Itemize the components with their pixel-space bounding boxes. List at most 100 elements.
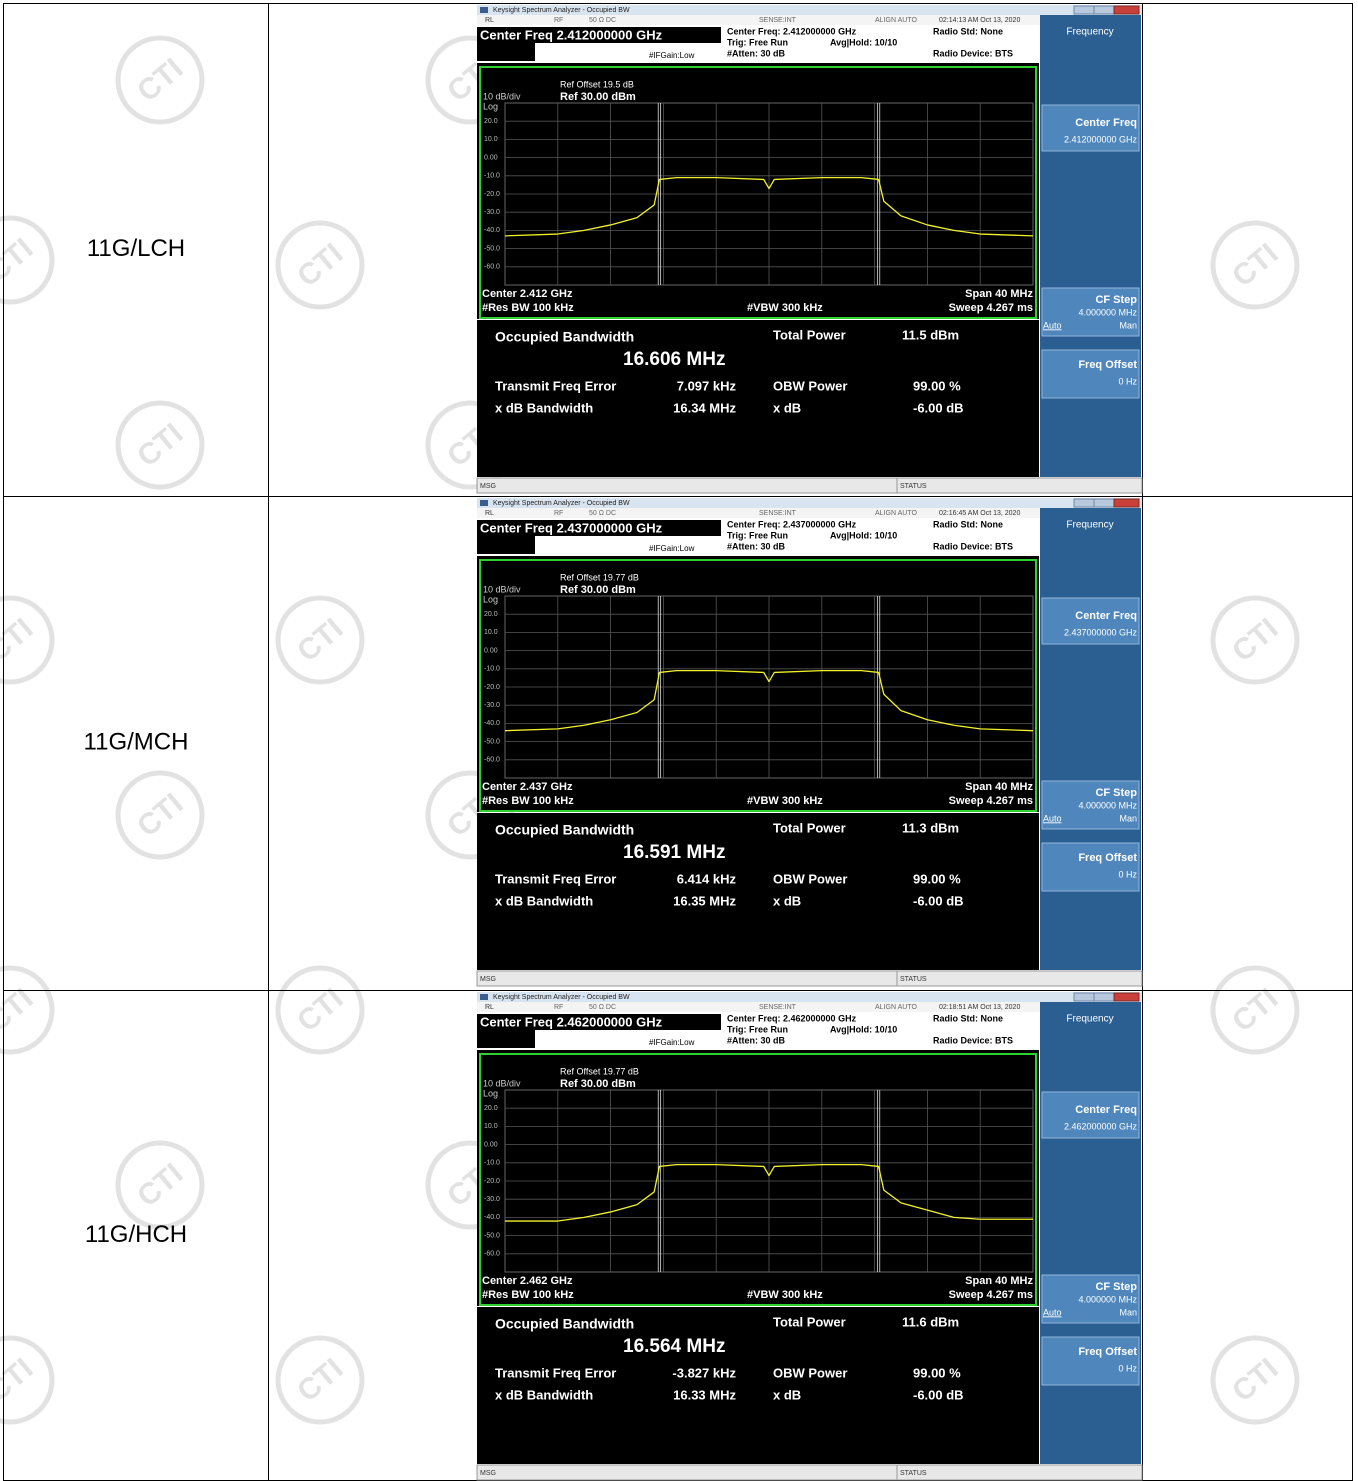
radio-device: Radio Device: BTS xyxy=(933,541,1013,551)
res-bw: #Res BW 100 kHz xyxy=(482,1289,574,1301)
vbw: #VBW 300 kHz xyxy=(747,795,823,807)
scale: 10 dB/div xyxy=(483,1078,521,1088)
log-label: Log xyxy=(483,101,498,111)
sweep: Sweep 4.267 ms xyxy=(949,302,1033,314)
xdb-label: x dB xyxy=(773,893,801,908)
tfe-value: 6.414 kHz xyxy=(677,871,737,886)
softkey[interactable] xyxy=(1042,350,1139,398)
y-tick-label: -30.0 xyxy=(484,1196,500,1203)
banner-tab xyxy=(477,43,535,61)
status-bar xyxy=(477,1465,1142,1480)
msg: MSG xyxy=(480,483,496,490)
softkey-auto: Auto xyxy=(1043,1307,1062,1317)
banner-tab xyxy=(477,536,535,554)
xdb-bw-label: x dB Bandwidth xyxy=(495,1387,593,1402)
softkey-label: CF Step xyxy=(1095,294,1137,306)
log-label: Log xyxy=(483,594,498,604)
impedance: 50 Ω DC xyxy=(589,17,616,24)
center-freq-banner: Center Freq 2.462000000 GHz xyxy=(480,1014,663,1029)
msg: MSG xyxy=(480,976,496,983)
if-gain: #IFGain:Low xyxy=(649,544,695,553)
timestamp: 02:14:13 AM Oct 13, 2020 xyxy=(939,17,1020,24)
y-tick-label: 20.0 xyxy=(484,1105,498,1112)
rf: RF xyxy=(554,1004,563,1011)
softkey-value: 2.412000000 GHz xyxy=(1064,134,1138,144)
align: ALIGN AUTO xyxy=(875,510,917,517)
status-bar xyxy=(477,971,1142,986)
y-tick-label: -30.0 xyxy=(484,702,500,709)
y-tick-label: 20.0 xyxy=(484,611,498,618)
menu-bg xyxy=(1040,508,1141,970)
softkey-label: Center Freq xyxy=(1075,610,1137,622)
rf: RF xyxy=(554,17,563,24)
analyzer-screen: Keysight Spectrum Analyzer - Occupied BW… xyxy=(477,498,1142,986)
status-label: STATUS xyxy=(900,976,927,983)
softkey-label: Freq Offset xyxy=(1078,1346,1137,1358)
obw-label: Occupied Bandwidth xyxy=(495,822,634,838)
obw-power: 99.00 % xyxy=(913,378,961,393)
xdb-bw-value: 16.35 MHz xyxy=(673,893,736,908)
row-label: 11G/HCH xyxy=(85,1221,187,1248)
obw-value: 16.606 MHz xyxy=(623,349,725,370)
vbw: #VBW 300 kHz xyxy=(747,1289,823,1301)
close-button xyxy=(1114,6,1139,14)
window-title: Keysight Spectrum Analyzer - Occupied BW xyxy=(493,994,630,1001)
log-label: Log xyxy=(483,1088,498,1098)
softkey-label: Center Freq xyxy=(1075,1104,1137,1116)
softkey-label: Center Freq xyxy=(1075,117,1137,129)
trig: Trig: Free Run xyxy=(727,530,788,540)
softkey[interactable] xyxy=(1042,1337,1139,1385)
res-bw: #Res BW 100 kHz xyxy=(482,302,574,314)
radio-device: Radio Device: BTS xyxy=(933,48,1013,58)
page: CTICTICTICTICTICTICTICTICTICTICTICTICTIC… xyxy=(0,0,1358,1481)
y-tick-label: 10.0 xyxy=(484,136,498,143)
status-bar xyxy=(477,478,1142,493)
res-bw: #Res BW 100 kHz xyxy=(482,795,574,807)
radio-std: Radio Std: None xyxy=(933,26,1003,36)
y-tick-label: 10.0 xyxy=(484,629,498,636)
radio-device: Radio Device: BTS xyxy=(933,1035,1013,1045)
atten: #Atten: 30 dB xyxy=(727,48,786,58)
y-tick-label: 0.00 xyxy=(484,154,498,161)
y-tick-label: -20.0 xyxy=(484,191,500,198)
total-power: 11.6 dBm xyxy=(902,1314,959,1329)
msg: MSG xyxy=(480,1470,496,1477)
tfe-label: Transmit Freq Error xyxy=(495,871,616,886)
xdb-label: x dB xyxy=(773,1387,801,1402)
y-tick-label: -10.0 xyxy=(484,173,500,180)
softkey-label: CF Step xyxy=(1095,787,1137,799)
minimize-button xyxy=(1074,6,1094,14)
sense: SENSE:INT xyxy=(759,17,797,24)
y-tick-label: -30.0 xyxy=(484,209,500,216)
maximize-button xyxy=(1094,993,1114,1001)
menu-bg xyxy=(1040,1002,1141,1464)
rl: RL xyxy=(485,510,494,517)
rl: RL xyxy=(485,1004,494,1011)
ref-level: Ref 30.00 dBm xyxy=(560,91,636,103)
radio-std: Radio Std: None xyxy=(933,1013,1003,1023)
impedance: 50 Ω DC xyxy=(589,1004,616,1011)
sense: SENSE:INT xyxy=(759,510,797,517)
softkey[interactable] xyxy=(1042,843,1139,891)
y-tick-label: 20.0 xyxy=(484,118,498,125)
banner-tab xyxy=(477,1030,535,1048)
window-title: Keysight Spectrum Analyzer - Occupied BW xyxy=(493,7,630,14)
y-tick-label: -20.0 xyxy=(484,684,500,691)
softkey-value: 4.000000 MHz xyxy=(1078,1294,1137,1304)
atten: #Atten: 30 dB xyxy=(727,541,786,551)
app-icon xyxy=(480,500,488,506)
softkey-label: Freq Offset xyxy=(1078,852,1137,864)
rf: RF xyxy=(554,510,563,517)
align: ALIGN AUTO xyxy=(875,1004,917,1011)
menu-title: Frequency xyxy=(1066,27,1113,38)
softkey-value: 0 Hz xyxy=(1118,869,1137,879)
xdb-value: -6.00 dB xyxy=(913,1387,964,1402)
y-tick-label: -50.0 xyxy=(484,1232,500,1239)
y-tick-label: -10.0 xyxy=(484,666,500,673)
ref-offset: Ref Offset 19.77 dB xyxy=(560,1066,639,1076)
y-tick-label: 10.0 xyxy=(484,1123,498,1130)
analyzer-screen: Keysight Spectrum Analyzer - Occupied BW… xyxy=(477,5,1142,493)
softkey-value: 0 Hz xyxy=(1118,376,1137,386)
rl: RL xyxy=(485,17,494,24)
vbw: #VBW 300 kHz xyxy=(747,302,823,314)
